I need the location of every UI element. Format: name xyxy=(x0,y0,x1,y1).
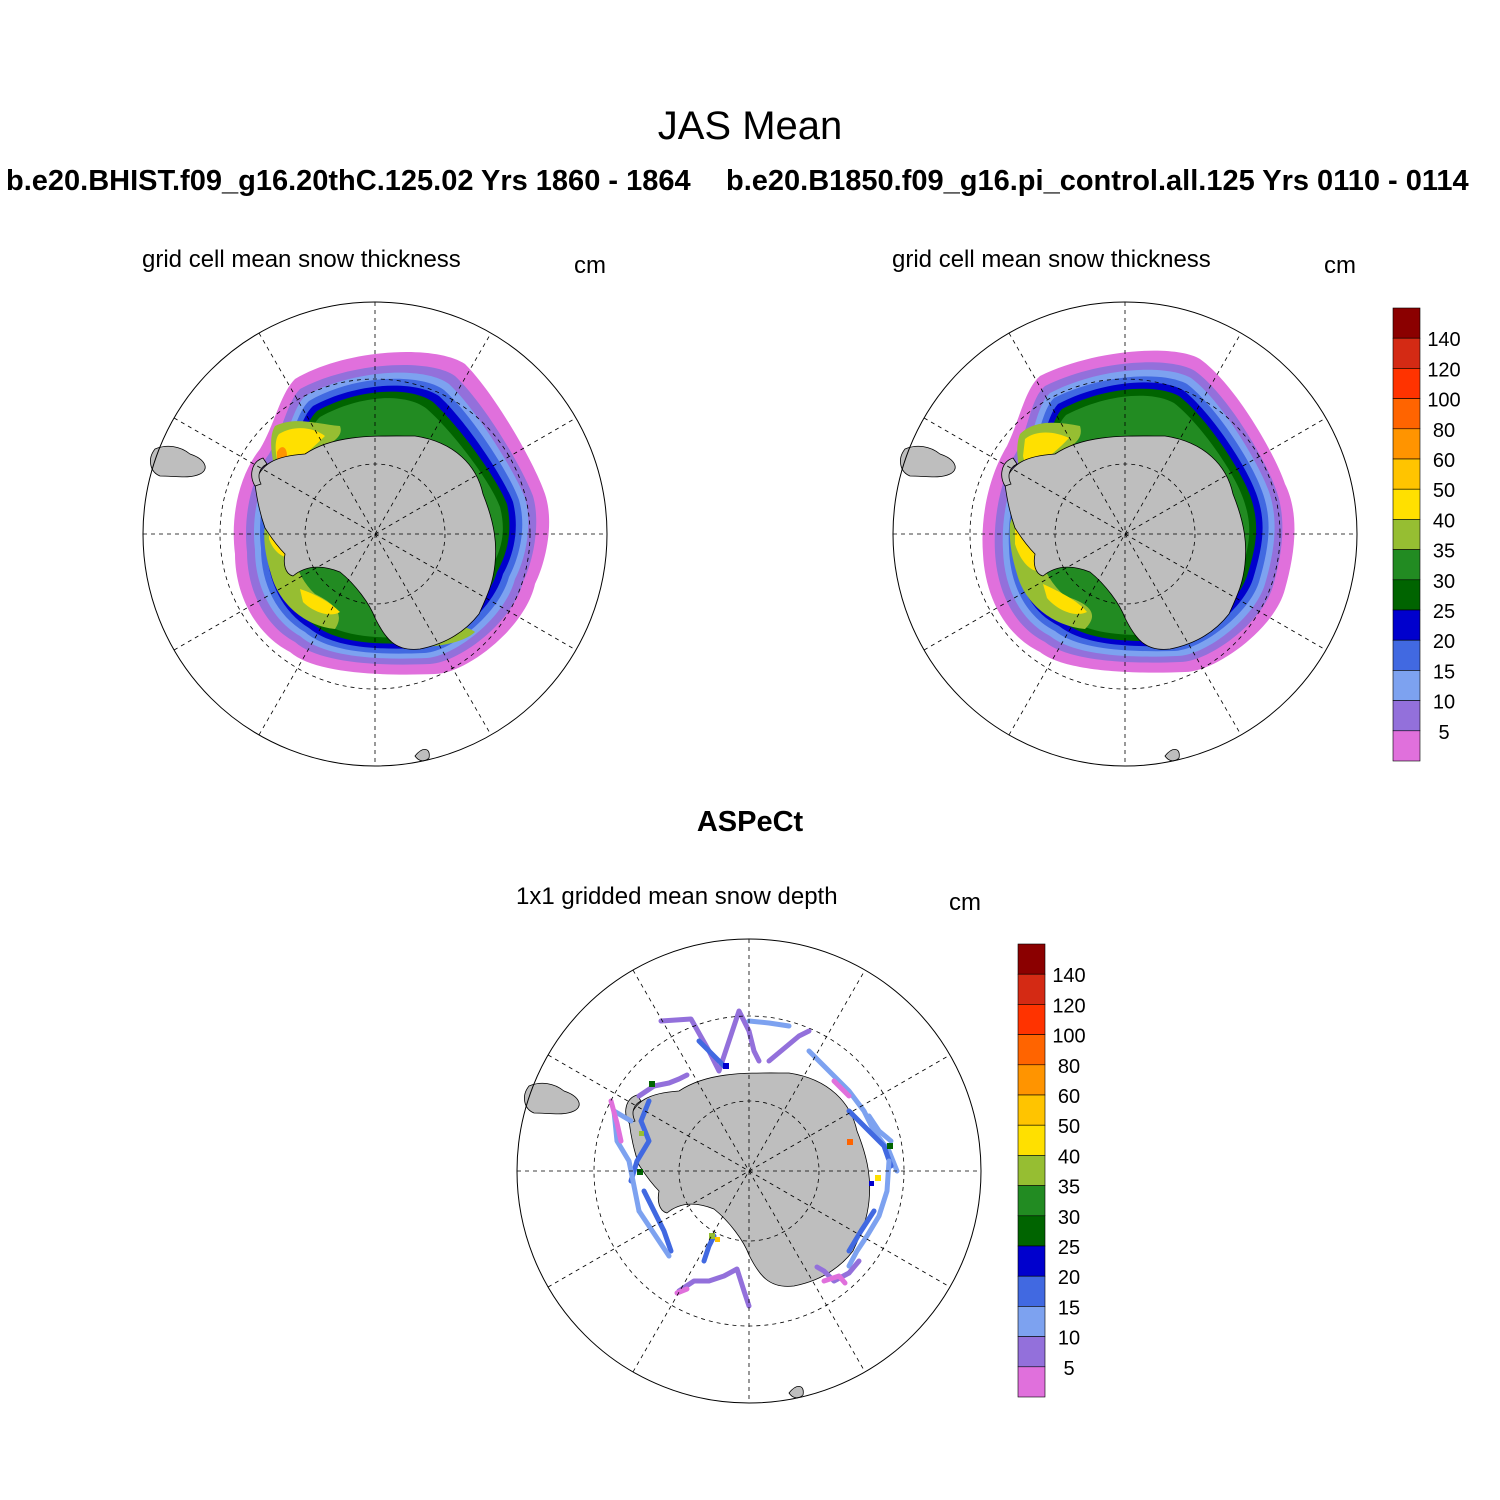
colorbar-swatch xyxy=(1392,368,1421,399)
colorbar-tick-label: 35 xyxy=(1058,1177,1080,1199)
left-variable-title: grid cell mean snow thickness xyxy=(142,246,461,273)
colorbar-swatch xyxy=(1017,1366,1046,1398)
colorbar-swatch xyxy=(1392,579,1421,611)
colorbar-tick-label: 40 xyxy=(1433,510,1455,532)
main-title: JAS Mean xyxy=(657,104,843,148)
colorbar-swatch xyxy=(1392,730,1421,762)
colorbar-tick-label: 140 xyxy=(1052,965,1085,987)
graticule xyxy=(143,302,607,766)
colorbar-swatch xyxy=(1392,398,1421,430)
colorbar-tick-label: 20 xyxy=(1433,631,1455,653)
colorbar-swatch xyxy=(1392,458,1421,490)
colorbar-tick-label: 80 xyxy=(1058,1056,1080,1078)
colorbar-tick-label: 25 xyxy=(1058,1237,1080,1259)
left-unit-label: cm xyxy=(574,252,606,279)
colorbar-tick-label: 60 xyxy=(1433,450,1455,472)
colorbar-tick-label: 120 xyxy=(1427,359,1460,381)
colorbar-tick-label: 80 xyxy=(1433,420,1455,442)
colorbar-swatch xyxy=(1392,519,1421,550)
colorbar-tick-label: 30 xyxy=(1058,1207,1080,1229)
colorbar-tick-label: 120 xyxy=(1052,995,1085,1017)
colorbar-swatch xyxy=(1392,700,1421,732)
right-polar-map xyxy=(892,301,1358,767)
map-boundary xyxy=(142,301,608,767)
left-run-title: b.e20.BHIST.f09_g16.20thC.125.02 Yrs 186… xyxy=(6,165,691,197)
colorbar-tick-label: 10 xyxy=(1433,692,1455,714)
colorbar-swatch xyxy=(1392,549,1421,581)
colorbar-tick-label: 60 xyxy=(1058,1086,1080,1108)
colorbar-swatch xyxy=(1017,1275,1046,1307)
colorbar-swatch xyxy=(1017,1004,1046,1035)
colorbar-tick-label: 25 xyxy=(1433,601,1455,623)
right-run-title: b.e20.B1850.f09_g16.pi_control.all.125 Y… xyxy=(726,165,1469,197)
colorbar-swatch xyxy=(1017,943,1046,975)
colorbar-tick-label: 40 xyxy=(1058,1146,1080,1168)
colorbar-tick-label: 30 xyxy=(1433,571,1455,593)
colorbar-tick-label: 50 xyxy=(1058,1116,1080,1138)
colorbar-swatch xyxy=(1392,428,1421,460)
colorbar-swatch xyxy=(1017,1215,1046,1247)
colorbar-tick-label: 20 xyxy=(1058,1267,1080,1289)
colorbar-swatch xyxy=(1017,1155,1046,1186)
colorbar-tick-label: 5 xyxy=(1438,722,1449,744)
colorbar-swatch xyxy=(1017,1034,1046,1066)
colorbar-swatch xyxy=(1017,1336,1046,1368)
colorbar-tick-label: 35 xyxy=(1433,541,1455,563)
colorbar-swatch xyxy=(1017,1094,1046,1126)
obs-title: ASPeCt xyxy=(696,806,804,838)
colorbar-swatch xyxy=(1392,609,1421,641)
colorbar-swatch xyxy=(1017,973,1046,1005)
colorbar-swatch xyxy=(1392,307,1421,339)
colorbar-tick-label: 10 xyxy=(1058,1328,1080,1350)
colorbar-tick-label: 5 xyxy=(1063,1358,1074,1380)
colorbar-bottom: 140 120 100 80 60 50 40 35 30 25 20 15 10 5 xyxy=(1017,943,1086,1398)
colorbar-swatch xyxy=(1392,337,1421,369)
colorbar-swatch xyxy=(1017,1185,1046,1217)
ship-tracks xyxy=(608,1008,900,1309)
colorbar-tick-label: 140 xyxy=(1427,329,1460,351)
colorbar-swatch xyxy=(1017,1245,1046,1277)
obs-polar-map xyxy=(516,938,982,1404)
colorbar-swatch xyxy=(1017,1124,1046,1156)
colorbar-swatch xyxy=(1017,1064,1046,1096)
colorbar-tick-label: 100 xyxy=(1052,1026,1085,1048)
colorbar-tick-label: 100 xyxy=(1427,390,1460,412)
colorbar-swatch xyxy=(1017,1306,1046,1337)
colorbar-swatch xyxy=(1392,488,1421,520)
colorbar-swatch xyxy=(1392,670,1421,701)
track-highlights xyxy=(637,1063,893,1242)
obs-variable-title: 1x1 gridded mean snow depth xyxy=(516,883,838,910)
colorbar-tick-label: 50 xyxy=(1433,480,1455,502)
colorbar-swatch xyxy=(1392,639,1421,671)
right-unit-label: cm xyxy=(1324,252,1356,279)
obs-unit-label: cm xyxy=(949,889,981,916)
colorbar-tick-label: 15 xyxy=(1058,1297,1080,1319)
colorbar-tick-label: 15 xyxy=(1433,661,1455,683)
right-variable-title: grid cell mean snow thickness xyxy=(892,246,1211,273)
left-polar-map xyxy=(142,301,608,767)
colorbar-top: 140 120 100 80 60 50 40 35 30 25 20 15 10 5 xyxy=(1392,307,1461,762)
